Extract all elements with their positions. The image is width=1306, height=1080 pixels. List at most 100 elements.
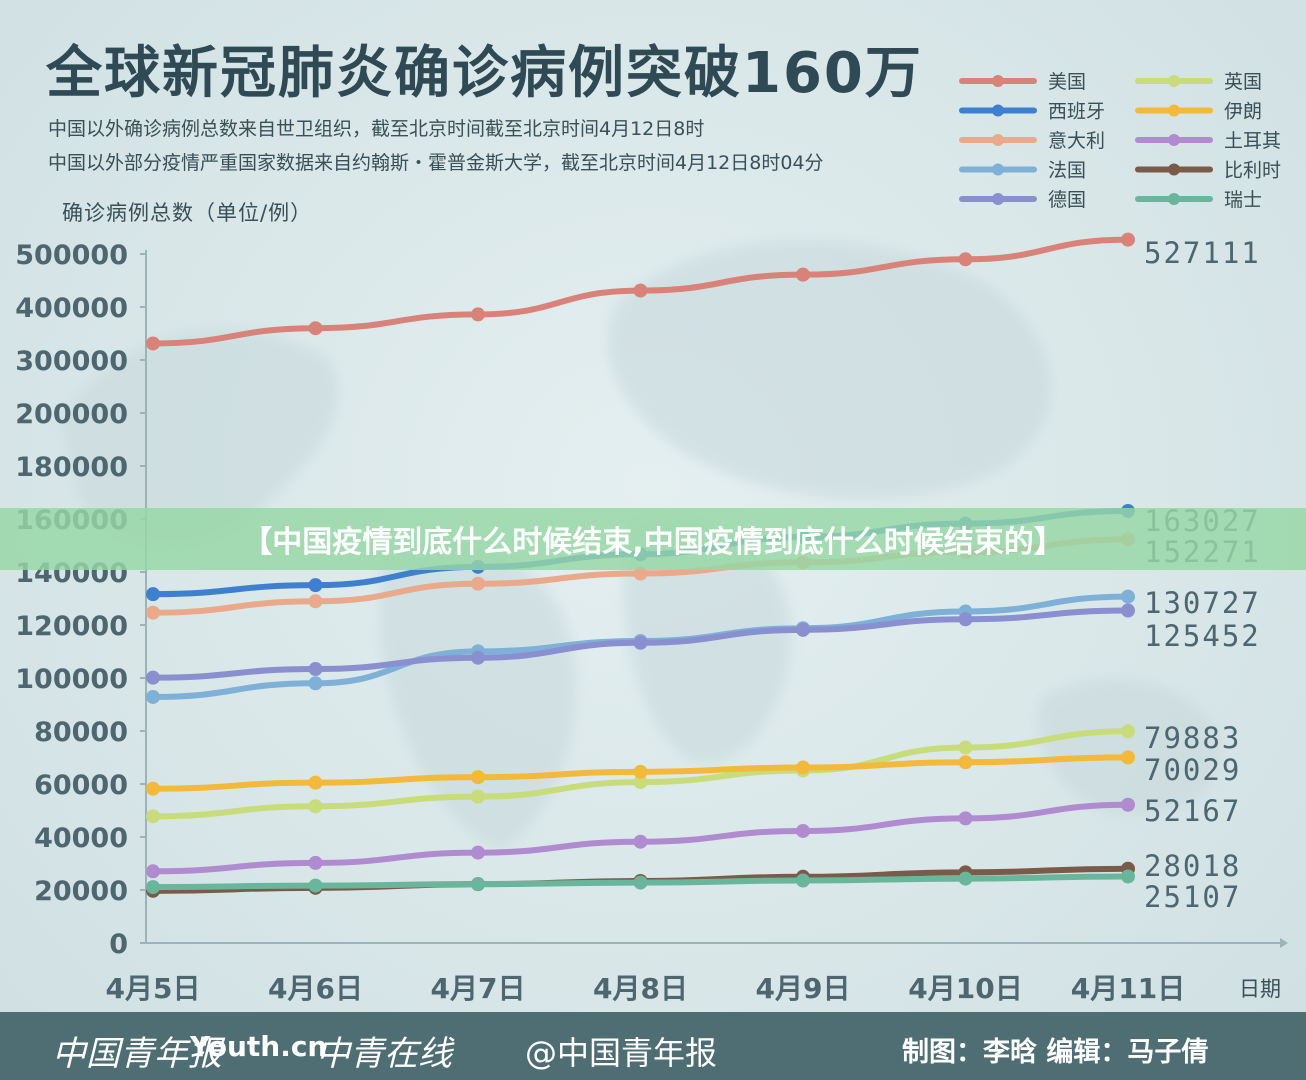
data-point bbox=[471, 770, 485, 785]
series-德国: 125452 bbox=[146, 603, 1261, 685]
series-土耳其: 52167 bbox=[146, 794, 1241, 879]
logo-youth: Youth.cn bbox=[190, 1030, 328, 1063]
chart-title: 全球新冠肺炎确诊病例突破160万 bbox=[46, 41, 923, 106]
y-axis-label: 确诊病例总数（单位/例） bbox=[62, 201, 313, 225]
series-伊朗: 70029 bbox=[146, 750, 1241, 796]
data-point bbox=[308, 676, 323, 691]
data-point bbox=[471, 845, 485, 860]
data-point bbox=[146, 809, 160, 824]
legend-dot bbox=[1168, 75, 1180, 87]
legend-item-比利时: 比利时 bbox=[1135, 160, 1281, 182]
data-point bbox=[1121, 797, 1135, 812]
legend-label: 瑞士 bbox=[1224, 189, 1262, 211]
data-point bbox=[146, 670, 160, 685]
data-point bbox=[796, 267, 810, 282]
legend-item-西班牙: 西班牙 bbox=[959, 101, 1105, 123]
legend-dot bbox=[992, 163, 1004, 176]
data-point bbox=[633, 834, 648, 849]
y-tick-label: 60000 bbox=[34, 770, 128, 801]
legend-label: 德国 bbox=[1048, 189, 1086, 211]
data-point bbox=[471, 877, 485, 892]
data-point bbox=[1121, 724, 1135, 739]
y-tick-label: 180000 bbox=[15, 452, 128, 483]
data-point bbox=[958, 871, 973, 886]
end-value-label: 527111 bbox=[1144, 236, 1261, 270]
legend-dot bbox=[1168, 163, 1180, 176]
data-point bbox=[633, 635, 648, 650]
data-point bbox=[1121, 589, 1135, 604]
y-tick-label: 100000 bbox=[15, 664, 128, 695]
legend-label: 土耳其 bbox=[1224, 130, 1281, 152]
legend-label: 伊朗 bbox=[1224, 101, 1262, 123]
legend-dot bbox=[992, 193, 1004, 205]
axes: 0200004000060000800001000001200001400001… bbox=[15, 240, 1288, 1005]
legend-dot bbox=[1168, 193, 1180, 205]
data-point bbox=[633, 775, 648, 790]
data-point bbox=[146, 689, 160, 704]
x-axis-arrow-icon bbox=[1280, 938, 1288, 948]
end-value-label: 28018 bbox=[1144, 849, 1241, 883]
data-point bbox=[1121, 869, 1135, 884]
end-value-label: 125452 bbox=[1144, 619, 1261, 653]
data-point bbox=[1121, 232, 1135, 247]
x-tick-label: 4月6日 bbox=[268, 972, 363, 1005]
y-tick-label: 80000 bbox=[34, 717, 128, 748]
end-value-label: 70029 bbox=[1144, 753, 1241, 787]
end-value-label: 25107 bbox=[1144, 880, 1241, 914]
data-point bbox=[1121, 603, 1135, 618]
x-tick-label: 4月9日 bbox=[756, 972, 851, 1005]
legend-dot bbox=[992, 134, 1004, 146]
data-point bbox=[308, 662, 323, 677]
data-point bbox=[146, 781, 160, 796]
data-point bbox=[146, 880, 160, 895]
data-point bbox=[146, 864, 160, 879]
legend-dot bbox=[1168, 134, 1180, 146]
y-tick-label: 40000 bbox=[34, 823, 128, 854]
data-point bbox=[958, 740, 973, 755]
legend-item-伊朗: 伊朗 bbox=[1135, 101, 1262, 123]
series-瑞士: 25107 bbox=[146, 869, 1241, 914]
subtitle-line-1: 中国以外确诊病例总数来自世卫组织，截至北京时间截至北京时间4月12日8时 bbox=[48, 118, 705, 140]
series-美国: 527111 bbox=[146, 232, 1261, 351]
data-point bbox=[308, 878, 323, 893]
credits: 制图：李晗 编辑：马子倩 bbox=[902, 1037, 1209, 1068]
data-point bbox=[633, 764, 648, 779]
x-tick-label: 4月11日 bbox=[1071, 972, 1185, 1005]
legend-item-英国: 英国 bbox=[1135, 71, 1262, 93]
legend-dot bbox=[992, 75, 1004, 87]
legend-label: 比利时 bbox=[1224, 160, 1281, 182]
footer-bar: 中国青年报 Youth.cn 中青在线 @中国青年报 制图：李晗 编辑：马子倩 bbox=[0, 1012, 1306, 1080]
end-value-label: 52167 bbox=[1144, 794, 1241, 828]
data-point bbox=[796, 823, 810, 838]
legend-item-意大利: 意大利 bbox=[959, 130, 1105, 152]
y-tick-label: 200000 bbox=[15, 399, 128, 430]
data-point bbox=[308, 775, 323, 790]
data-point bbox=[308, 799, 323, 814]
legend-label: 英国 bbox=[1224, 71, 1262, 93]
y-tick-label: 300000 bbox=[15, 346, 128, 377]
data-point bbox=[471, 650, 485, 665]
data-point bbox=[471, 307, 485, 322]
end-value-label: 79883 bbox=[1144, 721, 1241, 755]
x-tick-label: 4月10日 bbox=[908, 972, 1022, 1005]
series-英国: 79883 bbox=[146, 721, 1241, 824]
data-point bbox=[958, 252, 973, 267]
weibo-handle: @中国青年报 bbox=[525, 1034, 718, 1072]
y-tick-label: 120000 bbox=[15, 611, 128, 642]
x-tick-label: 4月8日 bbox=[593, 972, 688, 1005]
subtitle-line-2: 中国以外部分疫情严重国家数据来自约翰斯・霍普金斯大学，截至北京时间4月12日8时… bbox=[48, 152, 824, 174]
legend-item-法国: 法国 bbox=[959, 160, 1086, 182]
legend-label: 西班牙 bbox=[1048, 101, 1105, 123]
data-point bbox=[958, 811, 973, 826]
data-point bbox=[958, 612, 973, 627]
y-tick-label: 500000 bbox=[15, 240, 128, 271]
series-比利时: 28018 bbox=[146, 849, 1241, 898]
x-tick-label: 4月5日 bbox=[106, 972, 201, 1005]
y-tick-label: 0 bbox=[109, 929, 128, 960]
y-tick-label: 400000 bbox=[15, 293, 128, 324]
legend-item-土耳其: 土耳其 bbox=[1135, 130, 1281, 152]
legend-dot bbox=[992, 104, 1004, 117]
legend-dot bbox=[1168, 104, 1180, 117]
legend-item-美国: 美国 bbox=[959, 71, 1086, 93]
